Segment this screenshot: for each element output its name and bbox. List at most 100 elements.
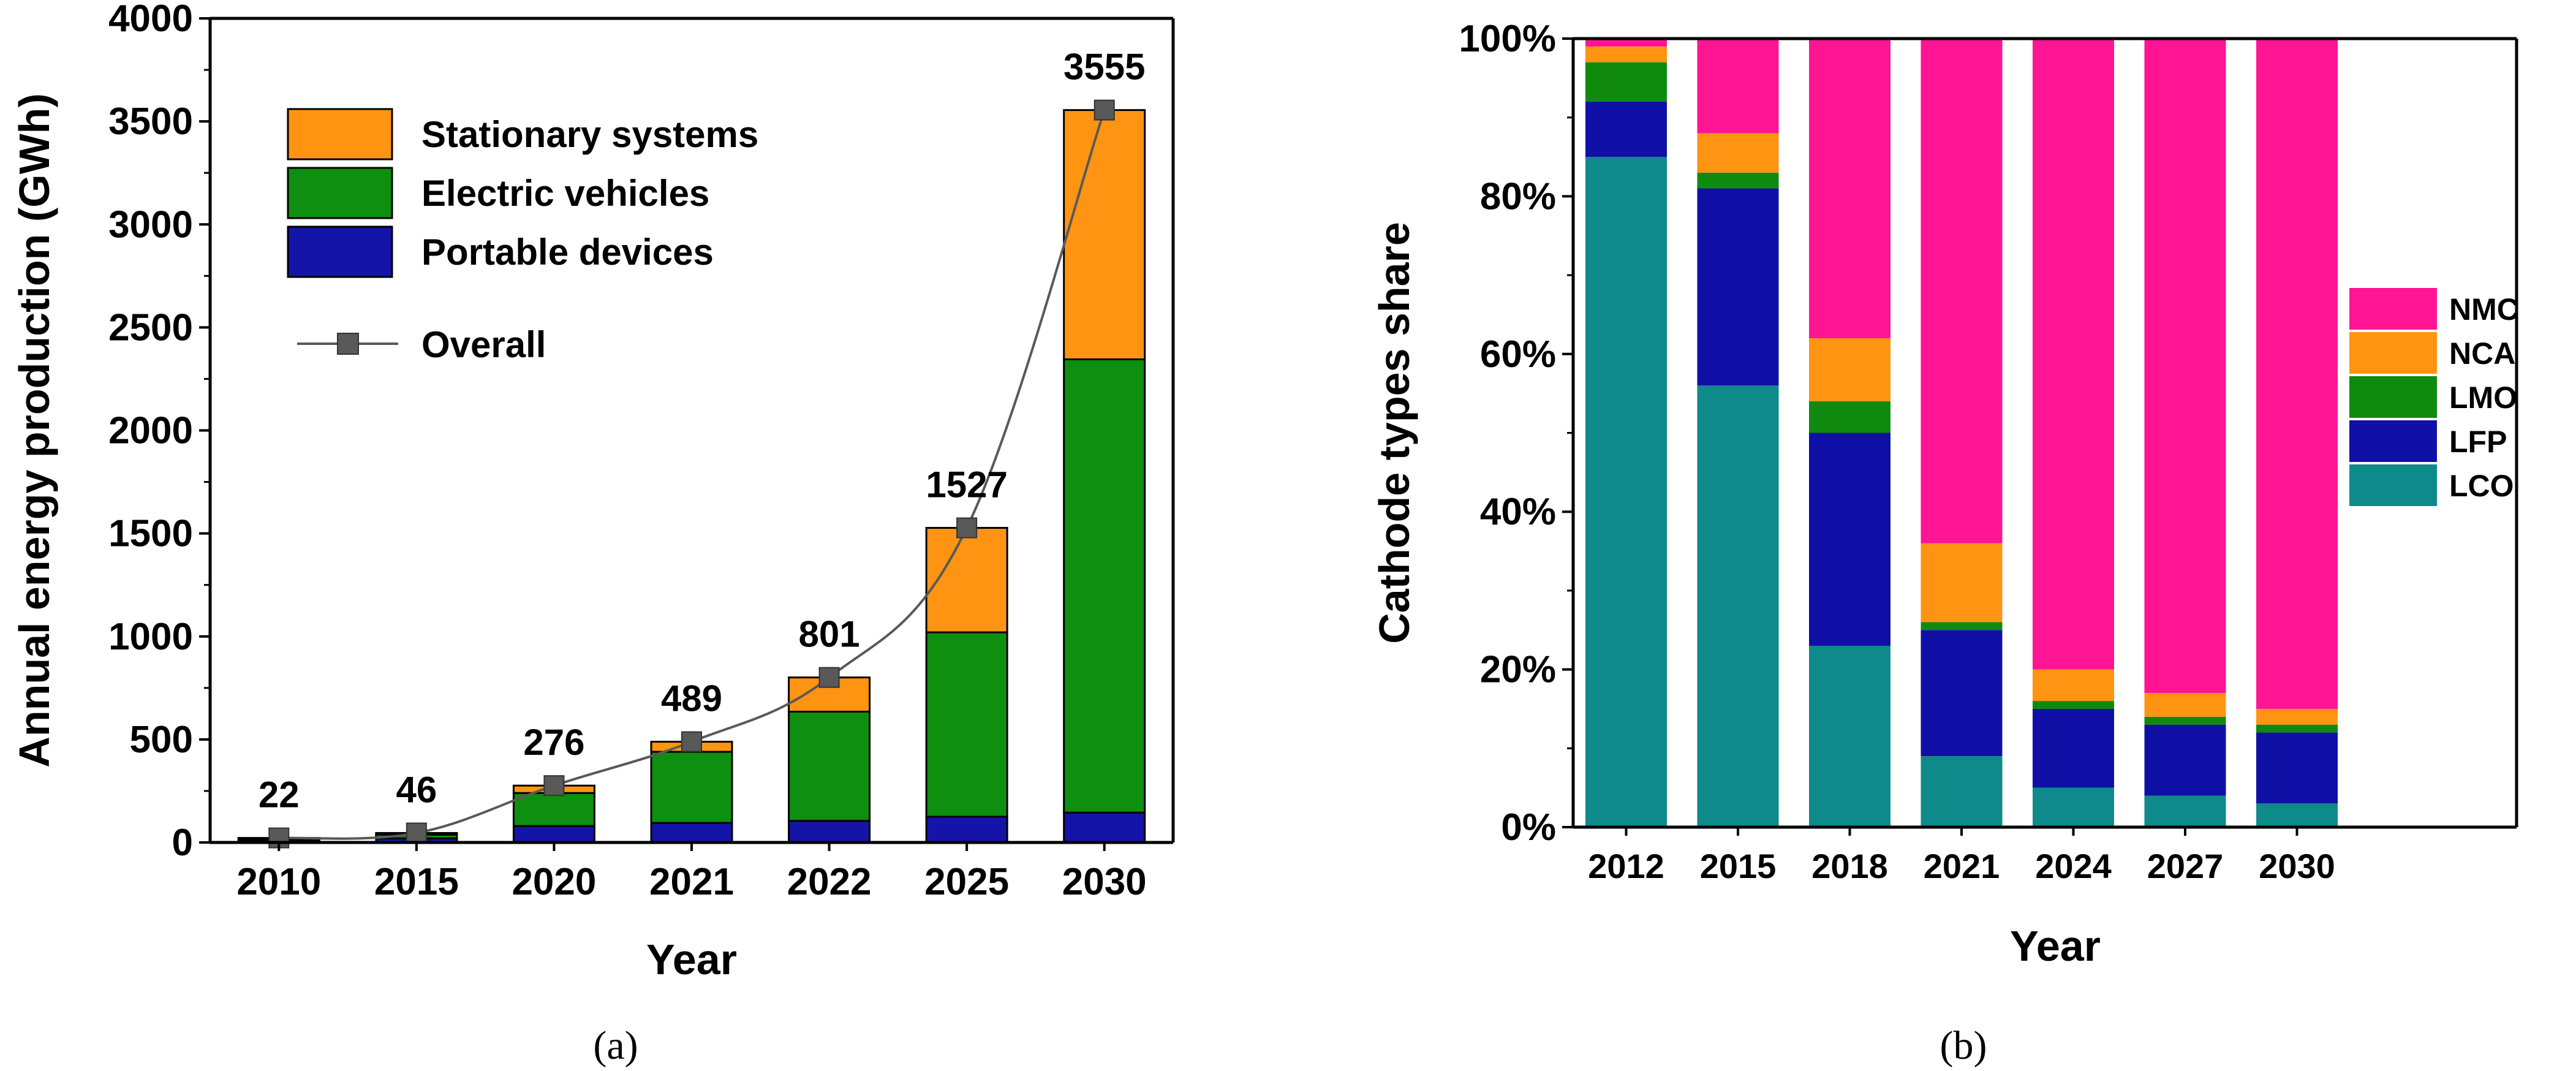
- bar-electric-vehicles-2025: [925, 631, 1008, 818]
- bar-stationary-systems-2025: [925, 527, 1008, 634]
- bar-lco-2024: [2033, 787, 2114, 827]
- overall-marker-2025: [956, 517, 978, 539]
- y-tick-label-2000: 2000: [108, 410, 193, 452]
- y-tick-label-20: 20%: [1480, 649, 1556, 691]
- legend-label-lfp: LFP: [2449, 425, 2507, 459]
- y-tick-label-40: 40%: [1480, 491, 1556, 533]
- x-tick-label-2024: 2024: [2035, 847, 2112, 885]
- legend-label-nmc: NMC: [2449, 292, 2519, 327]
- overall-label-2021: 489: [661, 678, 722, 719]
- bar-lmo-2030: [2256, 724, 2338, 733]
- bar-lco-2018: [1809, 645, 1890, 827]
- y-tick-label-4000: 4000: [108, 0, 193, 40]
- overall-line: [279, 110, 1106, 840]
- legend-label-electric-vehicles: Electric vehicles: [421, 173, 709, 214]
- legend-label-lmo: LMO: [2449, 380, 2517, 415]
- legend-swatch-lco: [2349, 464, 2437, 506]
- y-tick-label-3500: 3500: [108, 100, 193, 143]
- x-tick-label-2022: 2022: [787, 861, 872, 903]
- bar-stationary-systems-2030: [1063, 109, 1146, 360]
- overall-marker-2030: [1093, 99, 1115, 121]
- bar-lmo-2021: [1921, 622, 2003, 630]
- x-tick-label-2015: 2015: [1700, 847, 1777, 885]
- legend-swatch-nmc: [2349, 288, 2437, 330]
- x-tick-label-2018: 2018: [1811, 847, 1888, 885]
- bar-nca-2012: [1585, 46, 1667, 62]
- bar-portable-devices-2025: [925, 816, 1008, 844]
- bar-electric-vehicles-2021: [650, 751, 733, 824]
- bar-nmc-2024: [2033, 39, 2114, 670]
- bar-electric-vehicles-2022: [788, 710, 871, 822]
- legend-label-stationary-systems: Stationary systems: [421, 114, 758, 155]
- bar-portable-devices-2020: [512, 825, 595, 844]
- legend-label-portable-devices: Portable devices: [421, 232, 714, 273]
- bar-electric-vehicles-2020: [512, 792, 595, 827]
- bar-nca-2021: [1921, 543, 2003, 623]
- y-tick-label-2500: 2500: [108, 306, 193, 349]
- bar-lco-2021: [1921, 756, 2003, 827]
- overall-label-2030: 3555: [1063, 47, 1145, 88]
- caption-a: (a): [593, 1023, 638, 1068]
- bar-lfp-2012: [1585, 101, 1667, 157]
- legend-swatch-stationary-systems: [287, 108, 393, 161]
- overall-label-2025: 1527: [926, 464, 1007, 505]
- bar-nmc-2018: [1809, 39, 1890, 339]
- y-tick-label-60: 60%: [1480, 333, 1556, 376]
- legend-overall-marker: [337, 333, 359, 355]
- y-tick-label-100: 100%: [1459, 18, 1556, 60]
- x-tick-label-2027: 2027: [2147, 847, 2224, 885]
- overall-marker-2021: [681, 731, 702, 752]
- bar-lfp-2030: [2256, 732, 2338, 804]
- legend-swatch-electric-vehicles: [287, 167, 393, 219]
- x-tick-label-2021: 2021: [1924, 847, 2000, 885]
- x-tick-label-2012: 2012: [1588, 847, 1664, 885]
- bar-nca-2024: [2033, 669, 2114, 702]
- x-tick-label-2025: 2025: [924, 861, 1009, 903]
- bar-nca-2015: [1697, 133, 1779, 173]
- bar-portable-devices-2021: [650, 822, 733, 844]
- x-axis-title: Year: [2010, 922, 2101, 970]
- bar-nmc-2021: [1921, 39, 2003, 543]
- overall-marker-2015: [406, 822, 427, 844]
- bar-lco-2030: [2256, 803, 2338, 827]
- bar-lmo-2015: [1697, 172, 1779, 189]
- bar-lfp-2021: [1921, 630, 2003, 757]
- overall-marker-2022: [818, 667, 840, 688]
- overall-label-2015: 46: [396, 770, 437, 811]
- chart-a-energy-production: 22 46 276 489 801 1527 3555 0 500 1000 1500 2000 250…: [10, 0, 1175, 983]
- legend-label-nca: NCA: [2449, 336, 2515, 371]
- bar-lmo-2012: [1585, 62, 1667, 102]
- overall-label-2010: 22: [259, 774, 300, 816]
- y-axis-title: Annual energy production (GWh): [10, 93, 58, 767]
- x-axis-title: Year: [646, 936, 737, 983]
- bar-lmo-2027: [2144, 716, 2226, 725]
- bar-electric-vehicles-2030: [1063, 358, 1146, 814]
- legend-swatch-nca: [2349, 332, 2437, 374]
- x-tick-label-2030: 2030: [2259, 847, 2335, 885]
- bar-lco-2027: [2144, 795, 2226, 827]
- bar-nca-2018: [1809, 338, 1890, 402]
- overall-label-2020: 276: [523, 722, 584, 763]
- y-tick-label-1500: 1500: [108, 513, 193, 555]
- bar-lmo-2024: [2033, 701, 2114, 709]
- y-tick-label-1000: 1000: [108, 616, 193, 658]
- legend-swatch-portable-devices: [287, 225, 393, 278]
- bar-lfp-2027: [2144, 724, 2226, 796]
- bar-nmc-2015: [1697, 39, 1779, 134]
- bar-lco-2012: [1585, 157, 1667, 827]
- legend-swatch-lfp: [2349, 420, 2437, 462]
- y-tick-label-0: 0: [172, 822, 193, 864]
- x-tick-label-2010: 2010: [236, 861, 321, 903]
- x-tick-label-2021: 2021: [649, 861, 734, 903]
- bar-nmc-2030: [2256, 39, 2338, 709]
- bar-nmc-2027: [2144, 39, 2226, 694]
- y-tick-label-0: 0%: [1501, 806, 1556, 849]
- y-tick-label-500: 500: [130, 719, 193, 761]
- bar-lmo-2018: [1809, 401, 1890, 433]
- y-axis-title: Cathode types share: [1370, 222, 1418, 644]
- overall-marker-2020: [543, 775, 565, 797]
- bar-lfp-2024: [2033, 708, 2114, 788]
- bar-lco-2015: [1697, 385, 1779, 827]
- overall-label-2022: 801: [799, 614, 860, 655]
